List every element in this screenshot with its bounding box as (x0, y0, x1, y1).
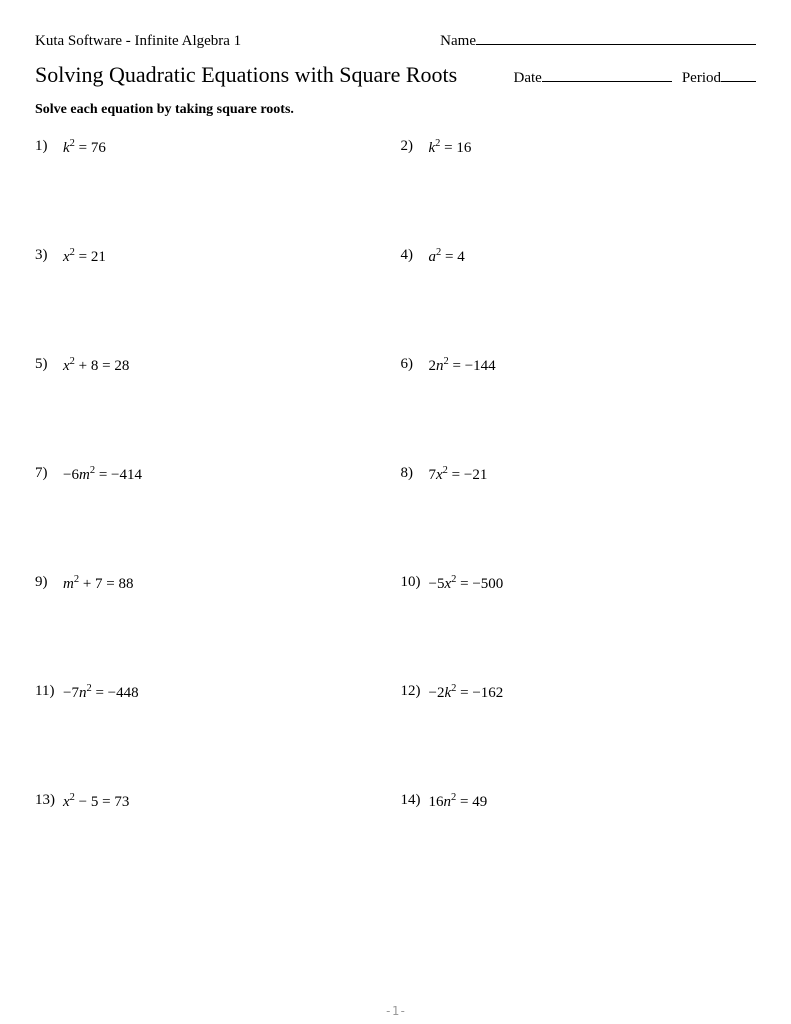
equation: −6m2 = −414 (63, 465, 142, 484)
equation: −7n2 = −448 (63, 683, 139, 702)
equation: 2n2 = −144 (429, 356, 496, 375)
equation-rest: + 7 = 88 (79, 576, 133, 592)
problem-number: 10) (401, 574, 423, 593)
equation-rest: = −162 (456, 685, 503, 701)
variable: x (63, 249, 70, 265)
problem: 2) k2 = 16 (401, 138, 757, 157)
name-label: Name (440, 33, 476, 50)
problem: 10) −5x2 = −500 (401, 574, 757, 593)
coefficient: −6 (63, 467, 79, 483)
problem-number: 14) (401, 792, 423, 811)
problem: 1) k2 = 76 (35, 138, 391, 157)
coefficient: 2 (429, 358, 437, 374)
equation-rest: = 21 (75, 249, 106, 265)
problem-number: 3) (35, 247, 57, 266)
problem-number: 5) (35, 356, 57, 375)
date-field: Date (514, 67, 672, 87)
page-number: -1- (385, 1004, 407, 1018)
variable: n (436, 358, 444, 374)
date-period-group: Date Period (514, 67, 757, 87)
period-blank (721, 67, 756, 82)
variable: m (79, 467, 90, 483)
equation: m2 + 7 = 88 (63, 574, 134, 593)
equation: −2k2 = −162 (429, 683, 504, 702)
variable: m (63, 576, 74, 592)
software-line: Kuta Software - Infinite Algebra 1 (35, 33, 241, 50)
title-row: Solving Quadratic Equations with Square … (35, 62, 756, 88)
problem: 7) −6m2 = −414 (35, 465, 391, 484)
equation: k2 = 16 (429, 138, 472, 157)
variable: a (429, 249, 437, 265)
instructions: Solve each equation by taking square roo… (35, 102, 756, 118)
problem: 9) m2 + 7 = 88 (35, 574, 391, 593)
problem-number: 9) (35, 574, 57, 593)
variable: x (63, 358, 70, 374)
problem: 5) x2 + 8 = 28 (35, 356, 391, 375)
coefficient: 7 (429, 467, 437, 483)
problem: 6) 2n2 = −144 (401, 356, 757, 375)
problem: 3) x2 = 21 (35, 247, 391, 266)
problem-number: 6) (401, 356, 423, 375)
period-label: Period (682, 70, 721, 87)
problems-grid: 1)k2 = 762)k2 = 163)x2 = 214)a2 = 45)x2 … (35, 138, 756, 811)
name-field: Name (440, 30, 756, 50)
date-blank (542, 67, 672, 82)
equation-rest: = 49 (456, 794, 487, 810)
equation-rest: = −500 (456, 576, 503, 592)
problem: 13) x2 − 5 = 73 (35, 792, 391, 811)
equation-rest: = −414 (95, 467, 142, 483)
coefficient: −5 (429, 576, 445, 592)
variable: k (63, 140, 70, 156)
equation: x2 + 8 = 28 (63, 356, 129, 375)
equation-rest: = 16 (440, 140, 471, 156)
variable: x (436, 467, 443, 483)
problem: 4) a2 = 4 (401, 247, 757, 266)
coefficient: 16 (429, 794, 444, 810)
variable: x (63, 794, 70, 810)
coefficient: −7 (63, 685, 79, 701)
equation: 16n2 = 49 (429, 792, 488, 811)
problem-number: 11) (35, 683, 57, 702)
period-field: Period (682, 67, 756, 87)
problem-number: 1) (35, 138, 57, 157)
equation: a2 = 4 (429, 247, 465, 266)
problem-number: 13) (35, 792, 57, 811)
worksheet-title: Solving Quadratic Equations with Square … (35, 62, 457, 88)
equation: k2 = 76 (63, 138, 106, 157)
date-label: Date (514, 70, 542, 87)
equation: −5x2 = −500 (429, 574, 504, 593)
header-row: Kuta Software - Infinite Algebra 1 Name (35, 30, 756, 50)
variable: n (444, 794, 452, 810)
equation: 7x2 = −21 (429, 465, 488, 484)
name-blank (476, 30, 756, 45)
coefficient: −2 (429, 685, 445, 701)
problem-number: 4) (401, 247, 423, 266)
equation-rest: + 8 = 28 (75, 358, 129, 374)
equation-rest: = −448 (92, 685, 139, 701)
equation-rest: = 76 (75, 140, 106, 156)
problem: 12) −2k2 = −162 (401, 683, 757, 702)
problem-number: 12) (401, 683, 423, 702)
problem: 8) 7x2 = −21 (401, 465, 757, 484)
problem-number: 8) (401, 465, 423, 484)
problem: 14) 16n2 = 49 (401, 792, 757, 811)
problem: 11) −7n2 = −448 (35, 683, 391, 702)
equation: x2 − 5 = 73 (63, 792, 129, 811)
equation-rest: − 5 = 73 (75, 794, 129, 810)
equation: x2 = 21 (63, 247, 106, 266)
problem-number: 2) (401, 138, 423, 157)
equation-rest: = −21 (448, 467, 487, 483)
problem-number: 7) (35, 465, 57, 484)
equation-rest: = 4 (441, 249, 464, 265)
equation-rest: = −144 (449, 358, 496, 374)
